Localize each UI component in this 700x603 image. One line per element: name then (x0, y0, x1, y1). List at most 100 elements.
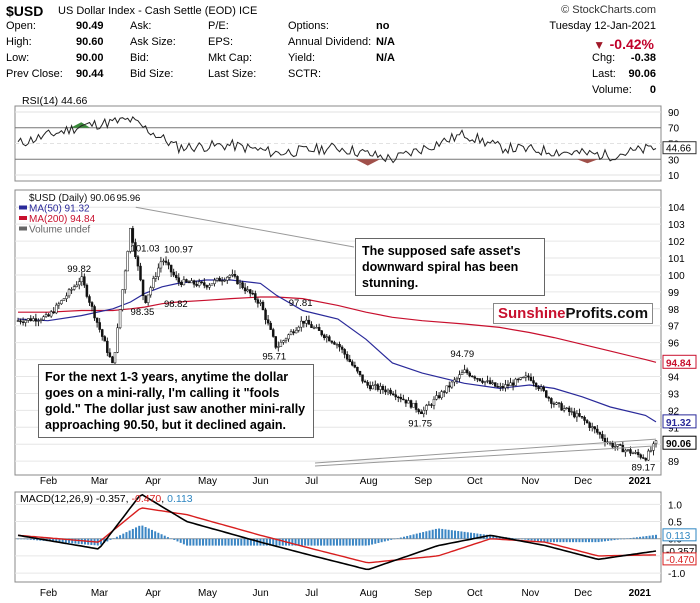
month-label: Aug (360, 588, 378, 599)
right-field-value: 90.06 (628, 68, 656, 80)
price-candle-body (90, 302, 94, 307)
macd-hist-bar (179, 538, 182, 543)
price-candle-body (21, 321, 25, 323)
price-candle-body (407, 400, 410, 404)
macd-hist-bar (310, 538, 313, 546)
price-candle-body (223, 279, 226, 282)
price-candle-body (174, 274, 178, 278)
macd-hist-bar (549, 538, 552, 543)
macd-hist-bar (262, 538, 265, 546)
last-value-tag (662, 435, 697, 450)
macd-hist-bar (348, 538, 351, 546)
macd-hist-bar (536, 538, 539, 542)
price-candle-body (154, 276, 158, 279)
macd-hist-bar (495, 536, 498, 539)
macd-hist-bar (540, 538, 543, 542)
price-candle-body (598, 432, 602, 435)
macd-title: MACD(12,26,9) -0.357, -0.470, 0.113 (20, 493, 193, 505)
top-annotation: The supposed safe asset's downward spira… (355, 238, 545, 296)
lower-trendline (314, 438, 657, 464)
price-candle-body (550, 398, 553, 404)
price-candle-body (463, 369, 466, 373)
price-candle-body (67, 289, 71, 297)
macd-hist-bar (336, 538, 338, 546)
price-candle-body (381, 386, 385, 391)
price-candle-body (603, 438, 607, 443)
macd-signal-line (17, 507, 656, 564)
price-candle-body (256, 299, 260, 304)
macd-hist-bar (205, 538, 208, 546)
rsi-title: RSI(14) 44.66 (22, 95, 88, 107)
macd-last-tag (662, 528, 697, 542)
price-candle-body (391, 393, 395, 395)
rsi-tick-label: 70 (668, 124, 680, 135)
month-label-mid: Aug (360, 476, 378, 487)
month-label-mid: Jul (305, 476, 318, 487)
macd-frame (14, 491, 662, 583)
macd-hist-bar (23, 538, 26, 540)
macd-hist-bar (150, 529, 153, 539)
macd-hist-bar (399, 537, 402, 539)
macd-hist-bar (393, 538, 396, 540)
macd-hist-bar (243, 538, 246, 546)
macd-hist-bar (412, 534, 415, 539)
macd-hist-bar (128, 530, 131, 539)
price-candle-body (294, 330, 298, 334)
macd-hist-bar (173, 538, 176, 540)
macd-hist-bar (406, 535, 409, 539)
macd-hist-bar (272, 538, 275, 546)
macd-hist-bar (176, 538, 179, 542)
month-label-mid: Mar (91, 476, 109, 487)
macd-hist-bar (639, 536, 642, 539)
price-candle-body (386, 389, 390, 393)
price-candle-body (419, 411, 423, 415)
field-label: Open: (6, 20, 36, 32)
price-candle-body (486, 380, 489, 382)
macd-hist-bar (147, 528, 150, 539)
price-candle-body (422, 409, 426, 415)
legend-swatch (19, 216, 27, 220)
price-candle-body (297, 326, 300, 331)
legend-swatch (19, 205, 27, 210)
price-candle-body (353, 364, 357, 368)
price-candle-body (328, 336, 331, 342)
macd-hist-bar (240, 538, 243, 546)
price-candle-body (519, 377, 522, 380)
bottom-annotation: For the next 1-3 years, anytime the doll… (38, 364, 314, 438)
price-candle-body (279, 342, 283, 347)
price-candle-body (613, 446, 617, 448)
macd-hist-bar (441, 528, 444, 539)
price-candle-body (152, 278, 155, 288)
price-candle-body (16, 320, 20, 322)
month-label: Jul (305, 588, 318, 599)
macd-hist-bar (425, 531, 428, 539)
macd-hist-bar (616, 538, 619, 540)
macd-hist-bar (329, 538, 332, 546)
legend-swatch (19, 226, 27, 231)
price-candle-body (404, 399, 408, 404)
price-candle-body (348, 359, 352, 362)
right-field-label: Last: (592, 68, 616, 80)
rsi-tick-label: 30 (668, 155, 680, 166)
macd-hist-bar (511, 538, 514, 539)
macd-hist-bar (543, 538, 546, 543)
macd-hist-bar (230, 538, 233, 546)
macd-hist-bar (99, 538, 102, 545)
price-candle-body (200, 281, 203, 283)
macd-hist-bar (463, 531, 466, 539)
macd-hist-bar (517, 538, 520, 540)
price-candle-body (652, 443, 655, 451)
macd-hist-bar (195, 538, 198, 546)
macd-hist-bar (297, 538, 300, 546)
rsi-tick-label: 90 (668, 108, 680, 119)
macd-hist-bar (438, 528, 441, 539)
price-candle-body (305, 319, 308, 324)
macd-hist-bar (106, 538, 109, 542)
price-candle-body (289, 331, 293, 336)
macd-hist-bar (655, 534, 657, 539)
price-candle-body (180, 281, 183, 286)
macd-hist-bar (364, 538, 367, 546)
quote-date: Tuesday 12-Jan-2021 (549, 20, 656, 32)
price-point-label: 99.82 (67, 264, 91, 275)
month-label-mid: May (198, 476, 217, 487)
